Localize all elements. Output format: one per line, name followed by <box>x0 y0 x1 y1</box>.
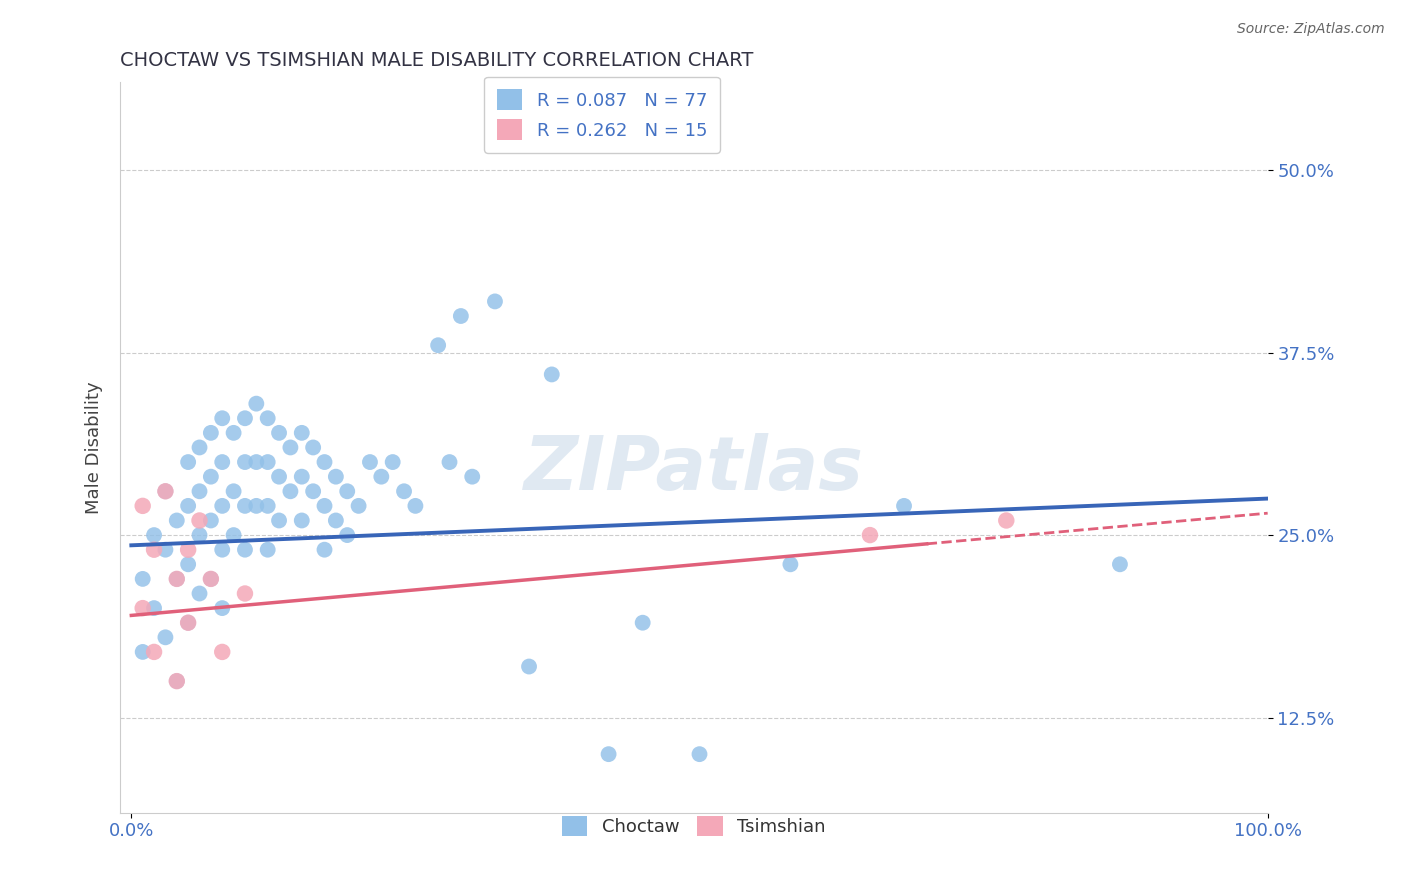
Point <box>177 558 200 572</box>
Point <box>233 411 256 425</box>
Point <box>302 441 325 455</box>
Point <box>177 615 200 630</box>
Point <box>200 425 222 440</box>
Point <box>211 542 233 557</box>
Point <box>893 499 915 513</box>
Point <box>392 484 415 499</box>
Point <box>336 484 359 499</box>
Point <box>155 542 177 557</box>
Point <box>484 294 506 309</box>
Point <box>450 309 472 323</box>
Point <box>233 499 256 513</box>
Point <box>200 572 222 586</box>
Point <box>177 542 200 557</box>
Point <box>222 484 245 499</box>
Point <box>233 586 256 600</box>
Point <box>177 455 200 469</box>
Point <box>211 411 233 425</box>
Point <box>245 397 267 411</box>
Point <box>188 528 211 542</box>
Point <box>381 455 404 469</box>
Point <box>143 542 166 557</box>
Point <box>143 528 166 542</box>
Point <box>280 484 302 499</box>
Point <box>291 513 314 527</box>
Point <box>280 441 302 455</box>
Point <box>131 645 153 659</box>
Point <box>188 513 211 527</box>
Point <box>211 455 233 469</box>
Text: CHOCTAW VS TSIMSHIAN MALE DISABILITY CORRELATION CHART: CHOCTAW VS TSIMSHIAN MALE DISABILITY COR… <box>120 51 754 70</box>
Point <box>166 674 188 689</box>
Point <box>188 586 211 600</box>
Point <box>256 411 278 425</box>
Point <box>245 499 267 513</box>
Point <box>245 455 267 469</box>
Text: ZIPatlas: ZIPatlas <box>524 433 863 506</box>
Point <box>188 441 211 455</box>
Text: Source: ZipAtlas.com: Source: ZipAtlas.com <box>1237 22 1385 37</box>
Point <box>370 469 392 483</box>
Point <box>291 469 314 483</box>
Point <box>302 484 325 499</box>
Point <box>540 368 562 382</box>
Point <box>166 513 188 527</box>
Point <box>347 499 370 513</box>
Point <box>131 499 153 513</box>
Point <box>256 542 278 557</box>
Point <box>314 499 336 513</box>
Point <box>267 469 290 483</box>
Point <box>689 747 711 761</box>
Point <box>177 615 200 630</box>
Y-axis label: Male Disability: Male Disability <box>86 381 103 514</box>
Point <box>131 601 153 615</box>
Point <box>131 572 153 586</box>
Point <box>995 513 1018 527</box>
Point <box>256 455 278 469</box>
Point <box>859 528 882 542</box>
Point <box>222 528 245 542</box>
Point <box>1109 558 1132 572</box>
Point <box>439 455 461 469</box>
Legend: Choctaw, Tsimshian: Choctaw, Tsimshian <box>555 808 832 844</box>
Point <box>291 425 314 440</box>
Point <box>598 747 620 761</box>
Point <box>200 572 222 586</box>
Point <box>211 645 233 659</box>
Point <box>233 455 256 469</box>
Point <box>200 513 222 527</box>
Point <box>325 513 347 527</box>
Point <box>211 499 233 513</box>
Point <box>211 601 233 615</box>
Point <box>166 572 188 586</box>
Point <box>222 425 245 440</box>
Point <box>267 425 290 440</box>
Point <box>461 469 484 483</box>
Point <box>404 499 426 513</box>
Point <box>267 513 290 527</box>
Point <box>155 630 177 644</box>
Point <box>155 484 177 499</box>
Point <box>631 615 654 630</box>
Point <box>779 558 801 572</box>
Point <box>517 659 540 673</box>
Point <box>155 484 177 499</box>
Point <box>188 484 211 499</box>
Point <box>200 469 222 483</box>
Point <box>325 469 347 483</box>
Point <box>256 499 278 513</box>
Point <box>314 542 336 557</box>
Point <box>233 542 256 557</box>
Point <box>314 455 336 469</box>
Point <box>143 645 166 659</box>
Point <box>359 455 381 469</box>
Point <box>427 338 450 352</box>
Point <box>166 572 188 586</box>
Point <box>177 499 200 513</box>
Point <box>336 528 359 542</box>
Point <box>166 674 188 689</box>
Point <box>143 601 166 615</box>
